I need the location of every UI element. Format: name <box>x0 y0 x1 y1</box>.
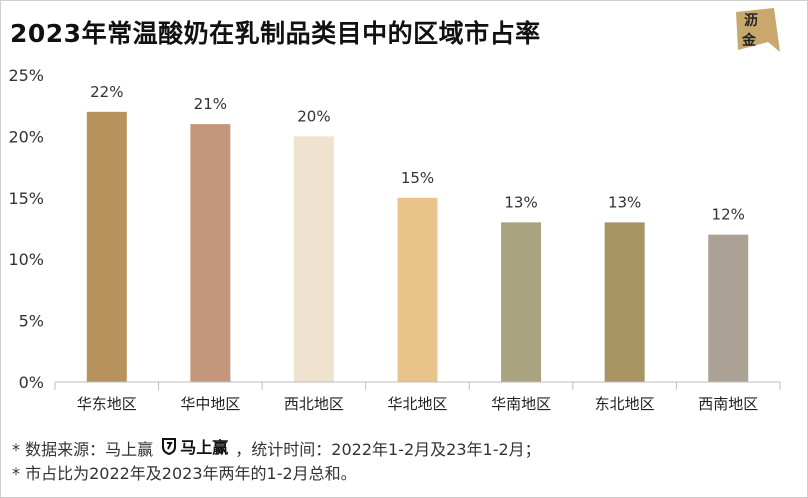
x-tick-label: 东北地区 <box>595 395 655 413</box>
y-tick-label: 20% <box>8 127 44 146</box>
bar <box>604 222 645 382</box>
brand-badge: 马上赢 <box>160 434 228 458</box>
logo-shape-icon <box>736 8 780 52</box>
bar <box>501 222 542 382</box>
data-label: 20% <box>297 107 330 125</box>
data-label: 22% <box>90 83 123 101</box>
y-tick-label: 10% <box>8 250 44 269</box>
bar <box>397 197 438 382</box>
x-tick-label: 华南地区 <box>491 395 551 413</box>
footnote-note: * 市占比为2022年及2023年两年的1-2月总和。 <box>12 464 357 483</box>
footnote-source-prefix: * 数据来源：马上赢 <box>12 440 154 459</box>
data-label: 12% <box>712 206 745 224</box>
bar <box>708 234 749 382</box>
data-label: 13% <box>608 193 641 211</box>
data-label: 21% <box>194 95 227 113</box>
y-tick-label: 0% <box>19 373 44 392</box>
bar <box>190 124 231 383</box>
x-tick-label: 华东地区 <box>77 395 137 413</box>
x-tick-label: 华中地区 <box>180 395 240 413</box>
x-axis: 华东地区 华中地区 西北地区 华北地区 华南地区 东北地区 西南地区 <box>54 381 781 413</box>
x-tick-label: 西北地区 <box>284 395 344 413</box>
y-tick-label: 25% <box>8 66 44 85</box>
x-tick-label: 华北地区 <box>387 395 447 413</box>
footnote-source: * 数据来源：马上赢 马上赢 ，统计时间：2022年1-2月及23年1-2月； <box>12 434 541 460</box>
x-tick-label: 西南地区 <box>698 395 758 413</box>
logo-text-2: 金 <box>742 33 756 49</box>
footnote-source-suffix: ，统计时间：2022年1-2月及23年1-2月； <box>235 440 541 459</box>
bar-chart: 0% 5% 10% 15% 20% 25% 22% 21% 20% 15% 13% 13% 12% 华… <box>8 66 781 413</box>
y-tick-label: 15% <box>8 189 44 208</box>
logo-text-1: 沥 <box>744 13 758 29</box>
data-label: 13% <box>504 193 537 211</box>
y-axis: 0% 5% 10% 15% 20% 25% <box>8 66 44 392</box>
brand-logo: 沥 金 <box>728 6 786 58</box>
y-tick-label: 5% <box>19 312 44 331</box>
brand-name: 马上赢 <box>180 438 229 457</box>
shield-icon <box>162 438 177 455</box>
data-label: 15% <box>401 169 434 187</box>
bar <box>86 111 127 382</box>
chart-title: 2023年常温酸奶在乳制品类目中的区域市占率 <box>10 19 541 48</box>
bar <box>293 136 334 382</box>
bar-series: 22% 21% 20% 15% 13% 13% 12% <box>86 83 749 383</box>
